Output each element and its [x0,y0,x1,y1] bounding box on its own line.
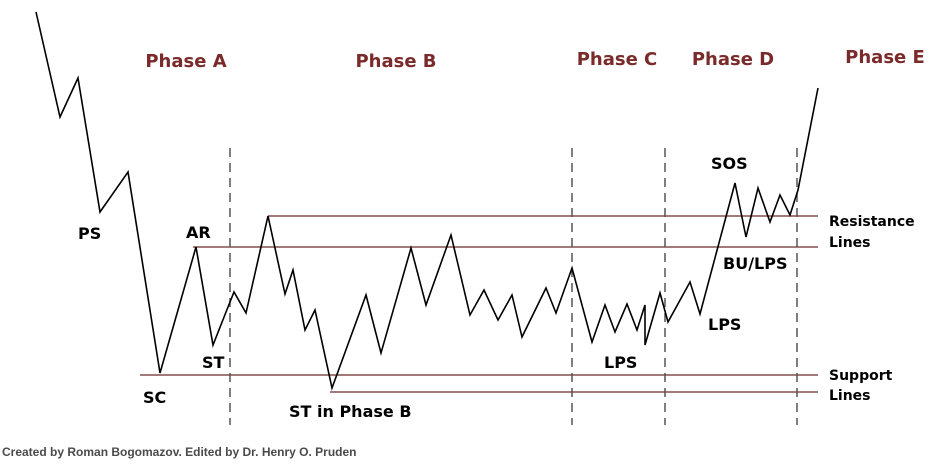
phase-d-label: Phase D [692,49,774,70]
credit-text: Created by Roman Bogomazov. Edited by Dr… [2,445,357,459]
sc-label: SC [143,388,166,407]
lps-phase-d-label: LPS [708,315,741,334]
phase-labels: Phase A Phase B Phase C Phase D Phase E [145,47,924,72]
ar-label: AR [186,223,211,242]
price-path [35,11,819,391]
phase-e-label: Phase E [845,47,925,68]
support-lines-label: Lines [829,388,871,404]
bu-lps-label: BU/LPS [723,254,787,273]
phase-dividers [229,148,798,425]
support-label: Support [829,368,893,384]
st-phase-b-label: ST in Phase B [289,402,412,421]
ps-label: PS [78,224,101,243]
diagram-canvas: Phase A Phase B Phase C Phase D Phase E … [35,11,925,425]
resistance-label: Resistance [829,214,915,230]
st-label: ST [202,353,225,372]
side-labels: Resistance Lines Support Lines [829,214,915,404]
phase-a-label: Phase A [145,51,226,72]
phase-b-label: Phase B [355,51,436,72]
event-labels: PS SC AR ST ST in Phase B LPS LPS SOS BU… [78,154,787,421]
sos-label: SOS [711,154,748,173]
resistance-lines-label: Lines [829,235,871,251]
lps-phase-c-label: LPS [604,353,637,372]
phase-c-label: Phase C [577,49,658,70]
